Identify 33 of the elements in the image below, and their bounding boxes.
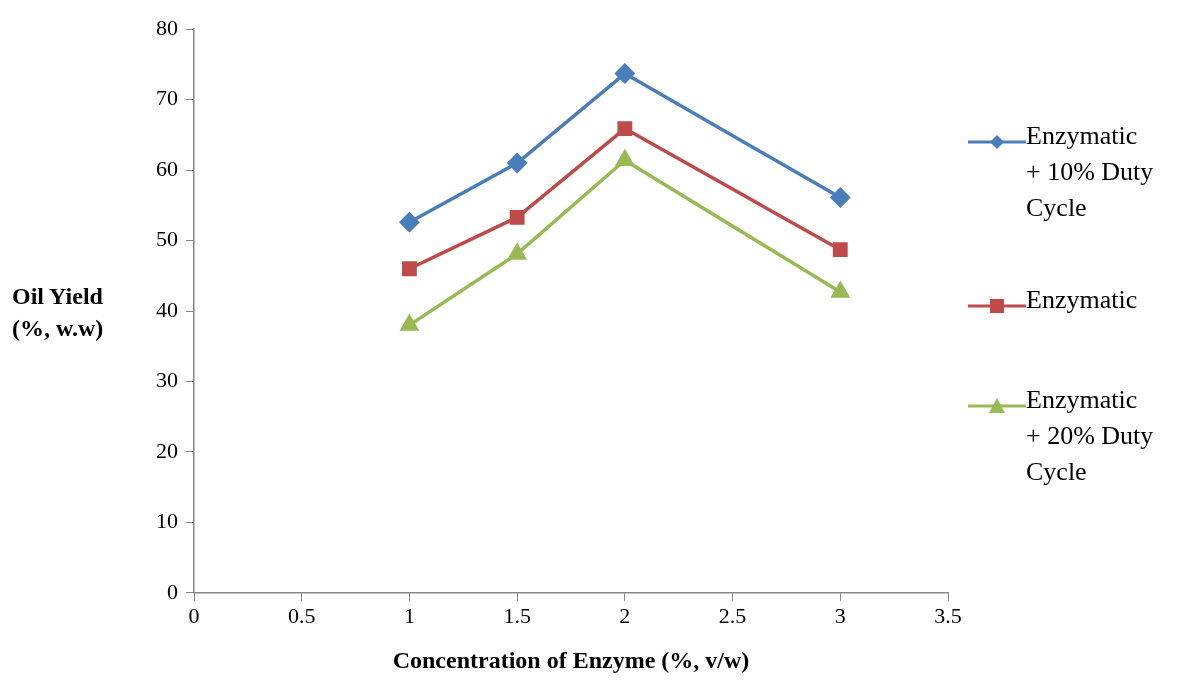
point (508, 244, 526, 260)
point (400, 315, 419, 331)
y-tick-label: 80 (156, 14, 178, 40)
y-tick-label: 70 (156, 85, 178, 111)
point (830, 187, 851, 208)
point (509, 209, 525, 225)
y-tick-label: 20 (156, 437, 178, 463)
legend-label: Enzymatic + 10% Duty Cycle (1026, 120, 1155, 224)
x-tick-label: 3.5 (934, 602, 962, 628)
point (617, 121, 633, 136)
x-tick-label: 2.5 (718, 602, 747, 628)
x-tick-label: 0.5 (287, 602, 316, 628)
x-tick-label: 0 (188, 602, 200, 628)
x-tick-label: 1 (403, 602, 415, 628)
y-axis-title: Oil Yield (%, w.w) (12, 282, 105, 343)
x-tick-label: 3 (834, 602, 846, 628)
y-tick-label: 50 (156, 226, 178, 252)
y-tick-label: 0 (167, 578, 178, 604)
point (615, 63, 635, 84)
point (831, 282, 849, 298)
y-tick-label: 10 (156, 508, 178, 534)
point (399, 212, 420, 232)
x-tick-label: 1.5 (503, 602, 531, 628)
y-tick-label: 40 (156, 296, 178, 322)
legend-label: Enzymatic (1026, 284, 1139, 316)
legend-label: Enzymatic + 20% Duty Cycle (1026, 384, 1155, 488)
point (832, 242, 848, 258)
x-axis-title: Concentration of Enzyme (%, v/w) (392, 646, 750, 673)
y-tick-label: 30 (156, 367, 178, 393)
point (507, 153, 527, 173)
point (402, 261, 417, 277)
x-tick-label: 2 (619, 602, 631, 628)
y-tick-label: 60 (156, 155, 178, 181)
